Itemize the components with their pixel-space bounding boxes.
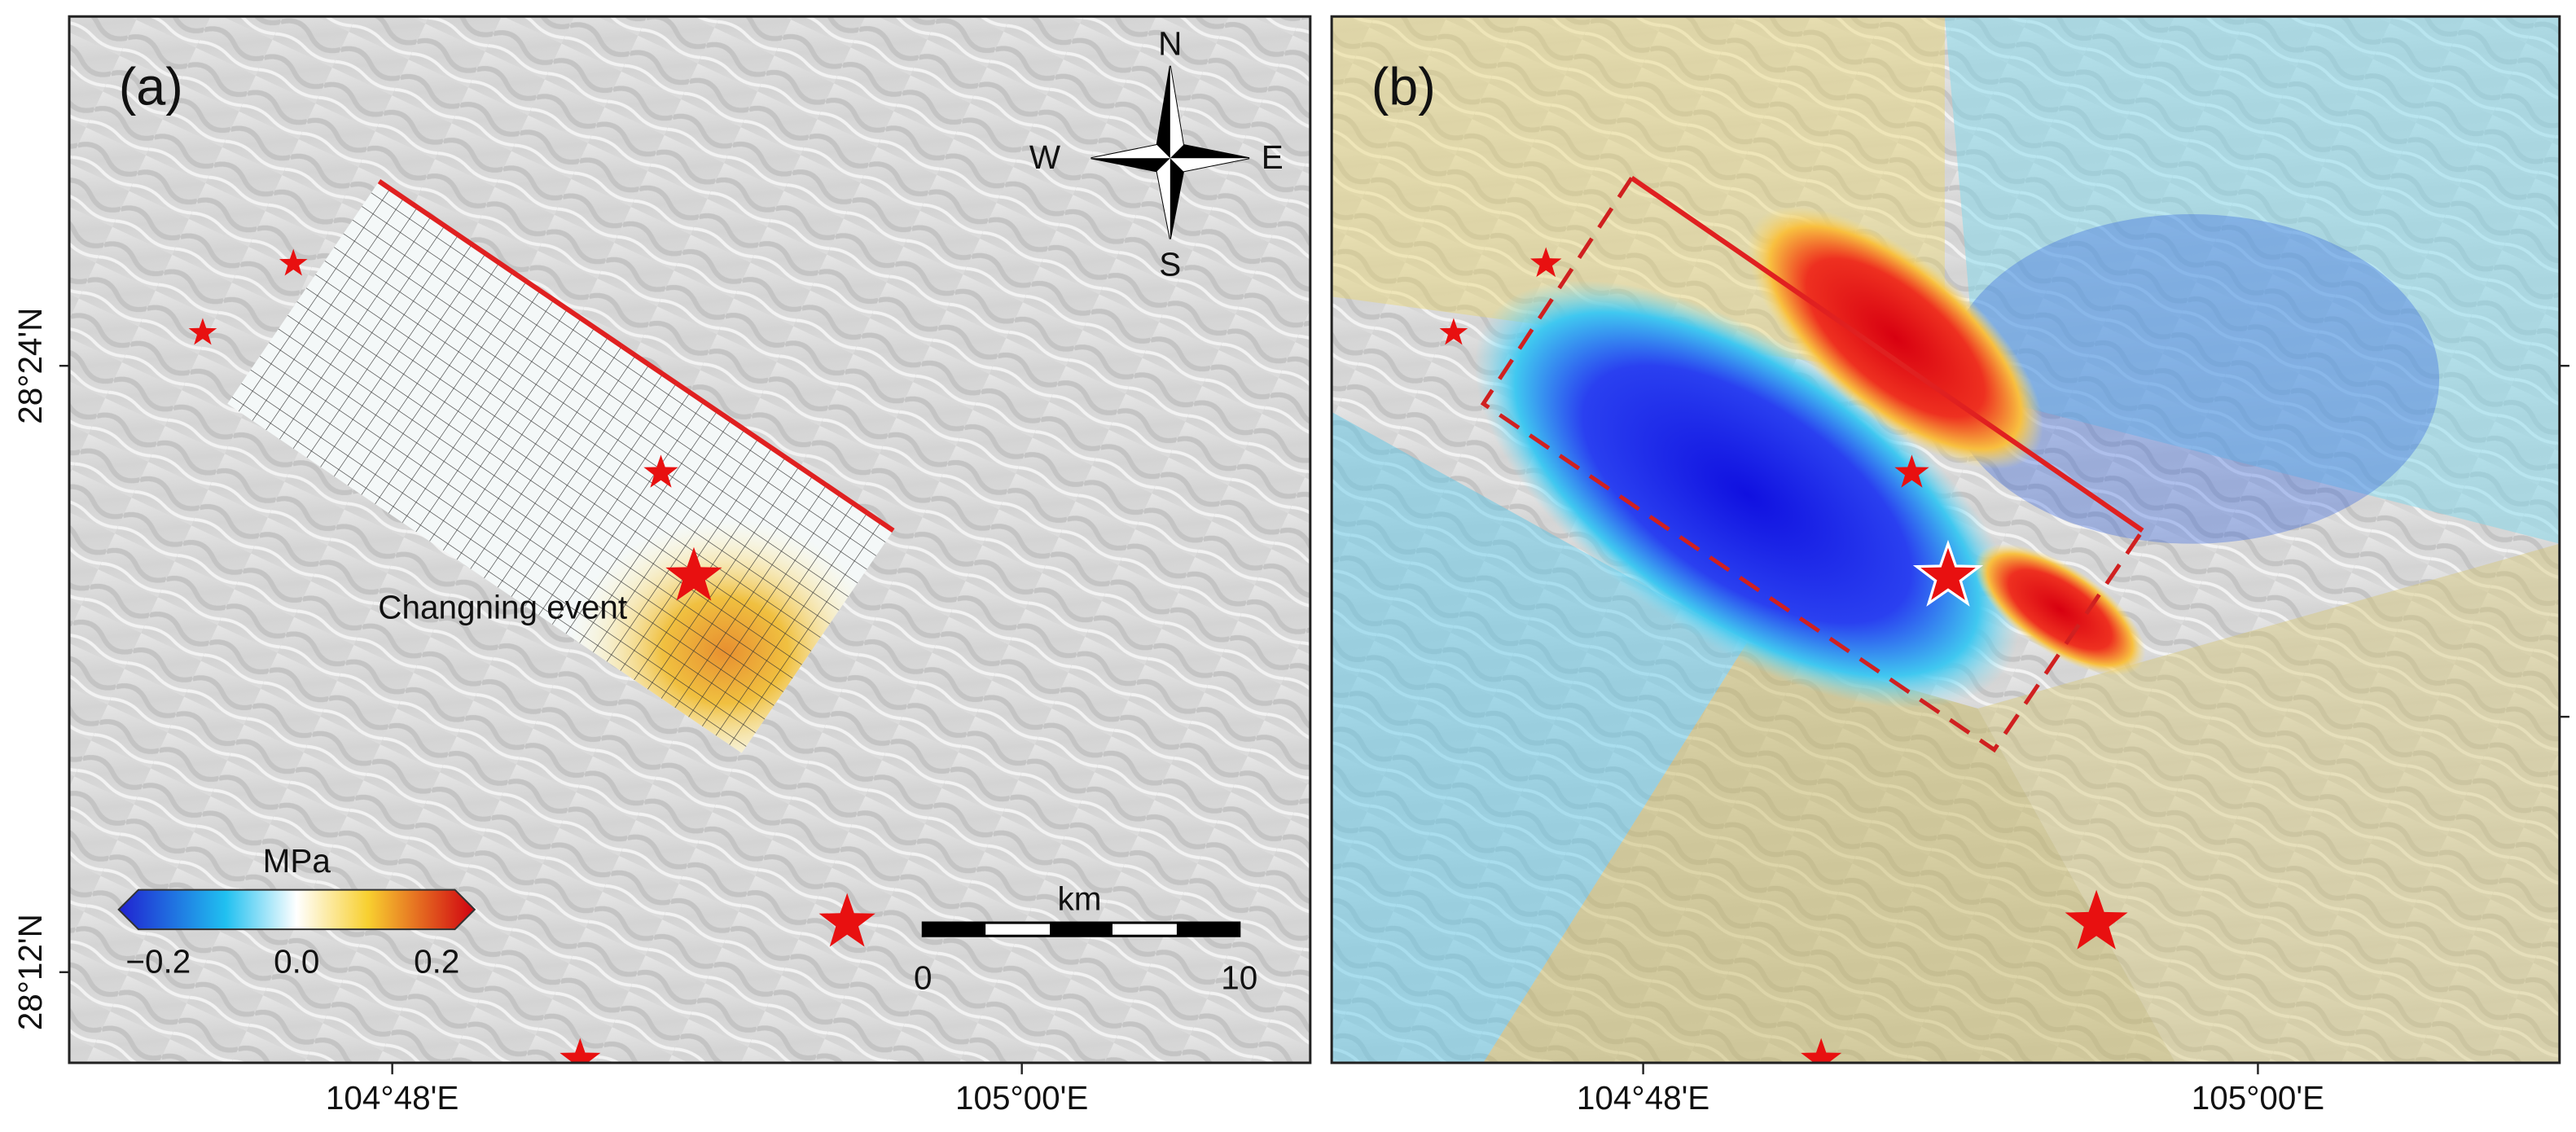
panel-b-frame: [1330, 15, 2561, 1064]
panel-label: (a): [119, 56, 183, 116]
colorbar-unit: MPa: [263, 842, 331, 880]
x-tick-label: 105°00'E: [955, 1079, 1088, 1117]
scale-tick: 10: [1221, 959, 1257, 997]
tick-marks: [59, 364, 2569, 1075]
compass-w: W: [1029, 138, 1061, 176]
fault-outline: [1480, 177, 2144, 753]
colorbar-tick: −0.2: [125, 942, 191, 980]
panel-a-frame: [68, 15, 1312, 1064]
y-tick-label: 28°12'N: [11, 914, 49, 1030]
panel-label: (b): [1371, 56, 1436, 116]
y-tick-label: 28°24'N: [11, 308, 49, 424]
compass-n: N: [1158, 24, 1182, 62]
event-label: Changning event: [378, 588, 627, 625]
stress-high: [1974, 543, 2146, 676]
x-tick-label: 104°48'E: [326, 1079, 459, 1117]
stress-low: [1474, 280, 2020, 709]
fault-trace: [1630, 176, 2144, 533]
panel-b-map: (b): [1332, 16, 2560, 1064]
x-tick-label: 105°00'E: [2192, 1079, 2324, 1117]
compass-s: S: [1159, 245, 1181, 283]
compass-e: E: [1262, 138, 1284, 176]
scale-bar: km 0 10: [914, 880, 1257, 996]
scale-tick: 0: [914, 959, 933, 997]
colorbar: MPa −0.2 0.0 0.2: [117, 842, 476, 980]
colorbar-tick: 0.2: [414, 942, 459, 980]
stress-high: [1747, 206, 2043, 470]
compass: N S W E: [1029, 24, 1284, 283]
panel-a-map: (a) Changning event N S W E MPa −0.2 0.0…: [68, 16, 1310, 1064]
scale-unit: km: [1058, 880, 1102, 917]
colorbar-tick: 0.0: [274, 942, 319, 980]
x-tick-label: 104°48'E: [1577, 1079, 1709, 1117]
fault-trace: [377, 179, 895, 533]
